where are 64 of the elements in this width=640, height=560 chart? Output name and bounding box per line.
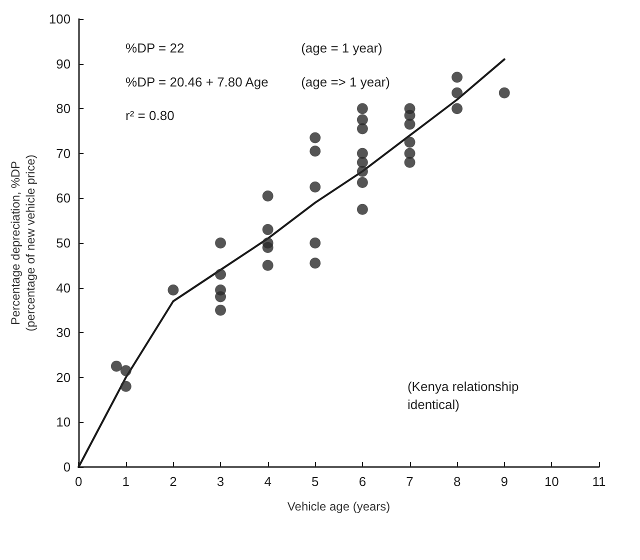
x-tick-label: 9 bbox=[500, 474, 508, 489]
point bbox=[356, 166, 368, 177]
point bbox=[262, 242, 274, 253]
y-tick-label: 90 bbox=[56, 56, 71, 72]
x-tick-label: 3 bbox=[216, 474, 224, 489]
annotation: (age => 1 year) bbox=[301, 74, 390, 90]
x-tick-label: 0 bbox=[74, 474, 82, 489]
y-tick-label: 30 bbox=[56, 325, 71, 340]
point bbox=[168, 284, 179, 296]
point bbox=[310, 258, 321, 269]
y-tick-label: 70 bbox=[56, 146, 71, 161]
annotation: %DP = 20.46 + 7.80 Age bbox=[126, 74, 268, 90]
y-tick-label: 0 bbox=[63, 460, 71, 474]
point bbox=[356, 177, 368, 188]
point bbox=[356, 156, 368, 168]
point bbox=[215, 238, 226, 248]
point bbox=[310, 132, 321, 144]
y-tick-label: 20 bbox=[56, 370, 71, 385]
point bbox=[452, 72, 463, 83]
point bbox=[356, 123, 368, 134]
point bbox=[310, 238, 321, 248]
point bbox=[215, 304, 226, 316]
point bbox=[310, 182, 321, 192]
point bbox=[262, 260, 274, 271]
y-axis-title: Percentage depreciation, %DP (percentage of new vehicle price) bbox=[8, 154, 38, 332]
point bbox=[110, 360, 122, 372]
point bbox=[452, 87, 463, 98]
annotation: r² = 0.80 bbox=[126, 108, 174, 123]
x-tick-label: 1 bbox=[122, 474, 130, 489]
x-tick-label: 11 bbox=[592, 474, 606, 489]
y-tick-label: 50 bbox=[56, 236, 71, 250]
point bbox=[262, 224, 274, 236]
x-tick-label: 4 bbox=[264, 474, 272, 489]
annotation: %DP = 22 bbox=[126, 40, 184, 56]
point bbox=[404, 136, 416, 148]
x-axis-title: Vehicle age (years) bbox=[287, 500, 390, 514]
point bbox=[356, 204, 368, 215]
point bbox=[498, 87, 510, 98]
annotation: (Kenya relationship identical) bbox=[407, 378, 519, 412]
y-tick-label: 60 bbox=[56, 190, 71, 206]
point bbox=[262, 190, 274, 202]
point bbox=[356, 148, 368, 159]
point bbox=[404, 156, 416, 168]
point bbox=[404, 118, 416, 130]
annotation: (age = 1 year) bbox=[301, 40, 382, 56]
x-tick-label: 5 bbox=[312, 474, 319, 489]
y-tick-label: 80 bbox=[56, 101, 71, 116]
x-tick-label: 6 bbox=[358, 474, 366, 489]
point bbox=[120, 380, 132, 392]
y-tick-label: 40 bbox=[56, 280, 71, 296]
y-tick-label: 100 bbox=[48, 12, 71, 26]
x-tick-label: 8 bbox=[453, 474, 461, 489]
point bbox=[404, 148, 416, 159]
x-tick-label: 2 bbox=[170, 474, 177, 489]
point bbox=[452, 103, 463, 114]
point bbox=[215, 268, 226, 280]
point bbox=[356, 114, 368, 126]
point bbox=[215, 291, 226, 302]
point bbox=[120, 365, 132, 376]
x-tick-label: 10 bbox=[544, 474, 559, 489]
point bbox=[310, 146, 321, 157]
point bbox=[356, 103, 368, 114]
x-tick-label: 7 bbox=[406, 474, 414, 489]
y-tick-label: 10 bbox=[56, 414, 71, 430]
